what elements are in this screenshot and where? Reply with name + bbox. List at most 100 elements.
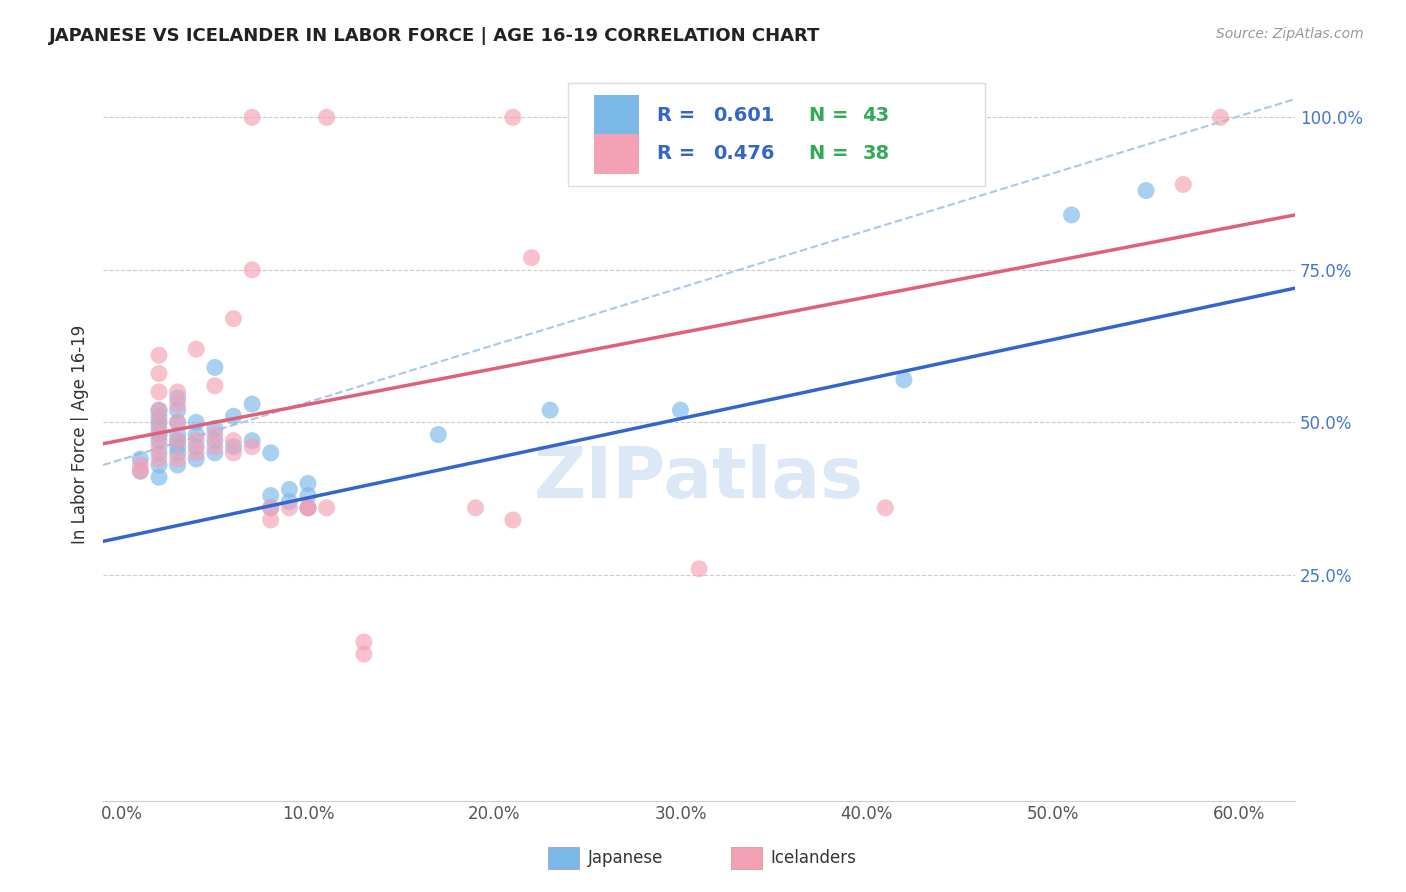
Point [186, 427, 208, 442]
Point [166, 416, 188, 430]
Point [148, 446, 170, 460]
Point [186, 446, 208, 460]
Point [297, 500, 319, 515]
Bar [731, 847, 762, 869]
Point [166, 458, 188, 472]
Point [166, 446, 188, 460]
Point [186, 440, 208, 454]
Point [893, 111, 915, 125]
Point [875, 500, 897, 515]
Point [204, 360, 226, 375]
Point [129, 464, 152, 478]
Point [240, 397, 263, 411]
Point [502, 513, 524, 527]
Point [1060, 208, 1083, 222]
Point [204, 434, 226, 448]
Point [222, 434, 245, 448]
Point [166, 384, 188, 399]
Point [166, 403, 188, 417]
Point [688, 562, 710, 576]
Point [148, 416, 170, 430]
Text: R =: R = [658, 105, 703, 125]
Point [278, 500, 301, 515]
Point [1173, 178, 1195, 192]
Point [166, 434, 188, 448]
Text: 43: 43 [862, 105, 890, 125]
Point [186, 416, 208, 430]
Point [148, 458, 170, 472]
Text: ZIPatlas: ZIPatlas [534, 444, 865, 513]
Point [222, 440, 245, 454]
Point [297, 476, 319, 491]
Point [166, 397, 188, 411]
Bar [548, 847, 579, 869]
Text: 38: 38 [862, 145, 890, 163]
Point [148, 421, 170, 435]
Point [520, 251, 543, 265]
Point [260, 513, 283, 527]
Point [204, 440, 226, 454]
Point [260, 446, 283, 460]
Bar [595, 95, 640, 136]
Point [166, 434, 188, 448]
Point [204, 378, 226, 392]
Text: N =: N = [808, 145, 855, 163]
Point [186, 342, 208, 356]
Point [1209, 111, 1232, 125]
Point [129, 458, 152, 472]
Point [148, 409, 170, 424]
Point [260, 500, 283, 515]
Point [148, 384, 170, 399]
Point [260, 489, 283, 503]
Point [260, 500, 283, 515]
Point [278, 494, 301, 508]
Point [166, 416, 188, 430]
Point [148, 403, 170, 417]
Point [297, 500, 319, 515]
Point [278, 483, 301, 497]
Point [204, 427, 226, 442]
Point [502, 111, 524, 125]
Point [166, 440, 188, 454]
Point [148, 348, 170, 362]
Point [222, 446, 245, 460]
Point [240, 440, 263, 454]
Text: 0.476: 0.476 [713, 145, 775, 163]
Point [538, 403, 561, 417]
Text: Icelanders: Icelanders [770, 849, 856, 867]
Text: 0.601: 0.601 [713, 105, 775, 125]
Point [297, 489, 319, 503]
Point [129, 464, 152, 478]
Point [166, 391, 188, 405]
Point [315, 500, 337, 515]
Point [222, 311, 245, 326]
Text: Japanese: Japanese [588, 849, 664, 867]
Point [893, 373, 915, 387]
Point [186, 452, 208, 467]
Point [148, 367, 170, 381]
Point [148, 470, 170, 484]
Text: Source: ZipAtlas.com: Source: ZipAtlas.com [1216, 27, 1364, 41]
Point [148, 403, 170, 417]
Point [148, 452, 170, 467]
Point [118, 720, 141, 734]
Point [129, 452, 152, 467]
Point [353, 647, 375, 661]
Point [427, 427, 450, 442]
Point [222, 409, 245, 424]
Point [148, 440, 170, 454]
Point [166, 452, 188, 467]
Point [204, 421, 226, 435]
Text: N =: N = [808, 105, 855, 125]
Point [240, 263, 263, 277]
Point [353, 635, 375, 649]
Point [148, 427, 170, 442]
Point [148, 427, 170, 442]
Text: JAPANESE VS ICELANDER IN LABOR FORCE | AGE 16-19 CORRELATION CHART: JAPANESE VS ICELANDER IN LABOR FORCE | A… [49, 27, 821, 45]
Text: R =: R = [658, 145, 703, 163]
Point [297, 500, 319, 515]
Point [464, 500, 486, 515]
Bar [595, 134, 640, 174]
Point [669, 403, 692, 417]
Point [240, 111, 263, 125]
